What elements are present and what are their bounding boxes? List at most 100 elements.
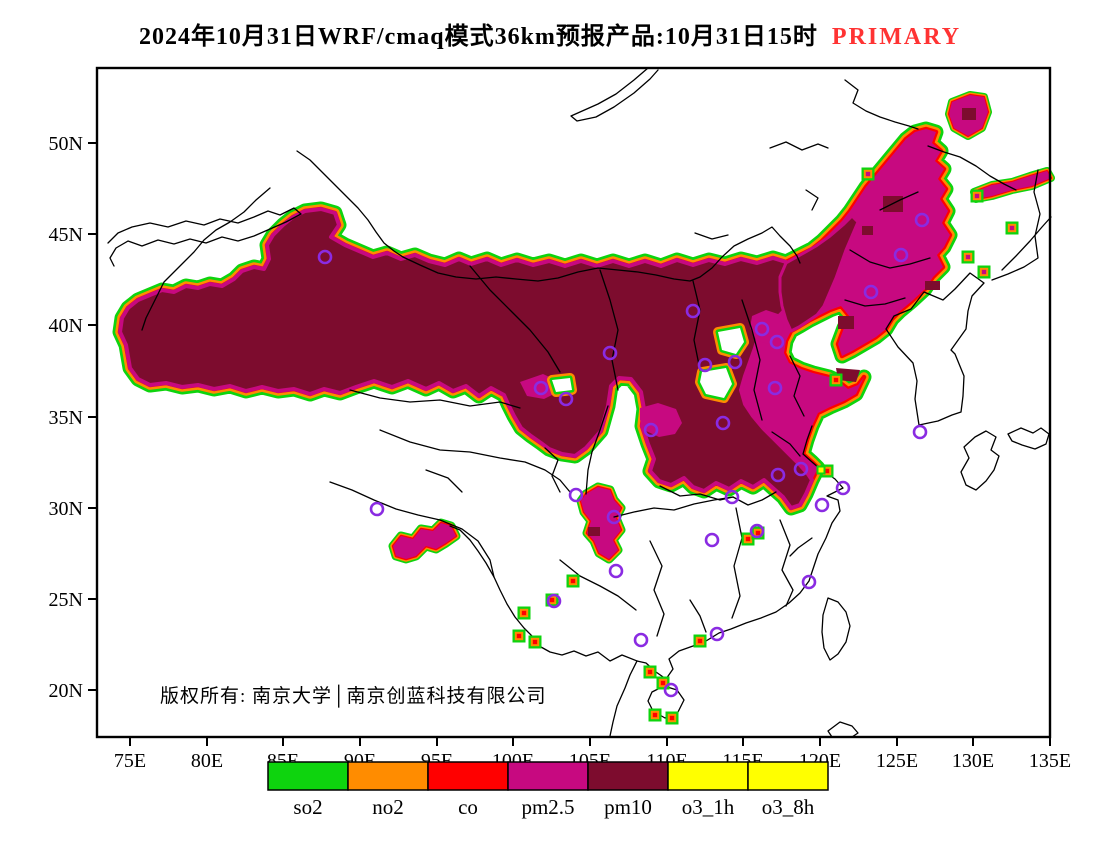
- spot-co: [697, 638, 703, 644]
- legend-swatch-pm2.5: [507, 761, 589, 791]
- legend-swatch-pm10: [587, 761, 669, 791]
- border-line: [141, 187, 271, 331]
- station-marker: [546, 593, 562, 609]
- pm10-patch: [588, 527, 600, 536]
- border-line: [689, 599, 707, 633]
- station-marker: [863, 284, 879, 300]
- border-line: [960, 430, 1000, 491]
- pm10-patch: [862, 226, 873, 235]
- basemap-borders-layer: [107, 67, 1052, 738]
- border-line: [329, 481, 495, 578]
- lon-tick-label: 75E: [114, 750, 146, 772]
- pm10-patch: [838, 316, 854, 329]
- legend-label-o3_1h: o3_1h: [682, 795, 735, 819]
- border-line: [879, 191, 919, 211]
- legend-swatch-o3_1h: [667, 761, 749, 791]
- legend-swatch-no2: [347, 761, 429, 791]
- lon-tick-label: 80E: [191, 750, 223, 772]
- border-line: [469, 265, 561, 373]
- spot-co: [833, 377, 839, 383]
- station-marker: [801, 574, 817, 590]
- border-line: [1007, 427, 1050, 450]
- spot-pm25: [865, 171, 871, 177]
- lon-tick-label: 135E: [1029, 750, 1071, 772]
- border-line: [694, 232, 729, 240]
- border-line: [349, 389, 521, 409]
- border-line: [779, 519, 794, 607]
- border-line: [991, 169, 1041, 281]
- station-marker: [769, 334, 785, 350]
- station-marker: [697, 357, 713, 373]
- border-line: [449, 525, 638, 662]
- lon-tick-label: 130E: [952, 750, 994, 772]
- station-marker: [633, 632, 649, 648]
- spot-pm25: [974, 193, 980, 199]
- sw-strip-pm25: [393, 523, 456, 559]
- station-marker: [663, 682, 679, 698]
- station-marker: [814, 497, 830, 513]
- page-title: 2024年10月31日WRF/cmaq模式36km预报产品:10月31日15时 P…: [0, 16, 1100, 51]
- station-marker: [643, 422, 659, 438]
- spot-co: [824, 468, 830, 474]
- border-line: [769, 141, 829, 151]
- spot-co: [755, 530, 761, 536]
- border-line: [296, 150, 404, 258]
- station-marker: [606, 509, 622, 525]
- border-line: [544, 447, 561, 493]
- spot-co: [516, 633, 522, 639]
- lat-tick-label: 25N: [49, 589, 83, 611]
- lanzhou-hole: [552, 378, 572, 392]
- spot-co: [745, 536, 751, 542]
- pollutant-field-layer: [112, 91, 1055, 564]
- station-marker: [608, 563, 624, 579]
- station-marker: [770, 467, 786, 483]
- border-line: [613, 496, 734, 518]
- border-line: [789, 355, 805, 417]
- border-line: [692, 280, 701, 371]
- station-marker: [704, 532, 720, 548]
- spot-o3: [818, 467, 824, 473]
- station-marker: [793, 461, 809, 477]
- legend-label-pm2.5: pm2.5: [521, 795, 574, 819]
- spot-co: [549, 597, 555, 603]
- border-line: [402, 226, 801, 282]
- lat-tick-label: 20N: [49, 680, 83, 702]
- lat-tick-label: 35N: [49, 407, 83, 429]
- border-line: [1001, 216, 1052, 271]
- border-line: [844, 297, 906, 307]
- station-marker: [369, 501, 385, 517]
- map-frame: [95, 66, 1052, 739]
- zhangjiakou-hole: [718, 328, 744, 354]
- border-line: [849, 249, 931, 269]
- station-marker: [912, 424, 928, 440]
- legend-label-no2: no2: [372, 795, 404, 819]
- station-marker: [533, 380, 549, 396]
- border-line: [599, 269, 619, 391]
- border-line: [789, 537, 813, 557]
- spot-co: [669, 715, 675, 721]
- legend-label-co: co: [458, 795, 478, 819]
- legend-label-pm10: pm10: [604, 795, 652, 819]
- legend-swatch-o3_8h: [747, 761, 829, 791]
- spot-pm25: [1009, 225, 1015, 231]
- station-marker: [893, 247, 909, 263]
- station-marker: [568, 487, 584, 503]
- spot-co: [521, 610, 527, 616]
- station-marker: [709, 626, 725, 642]
- lat-tick-label: 45N: [49, 224, 83, 246]
- station-marker: [558, 391, 574, 407]
- pm10-main: [118, 207, 814, 510]
- legend-swatch-co: [427, 761, 509, 791]
- border-line: [609, 660, 638, 737]
- border-line: [570, 67, 659, 122]
- ne-streak-pm25: [974, 171, 1051, 199]
- shanxi-hole: [700, 368, 732, 398]
- legend-layer: so2 no2 co pm2.5 pm10 o3_1h o3_8h: [267, 761, 829, 819]
- lat-tick-label: 30N: [49, 498, 83, 520]
- pollutant-spots-layer: [512, 167, 1019, 725]
- spot-co: [652, 712, 658, 718]
- spot-co: [532, 639, 538, 645]
- border-line: [927, 145, 1017, 191]
- border-line: [585, 405, 609, 495]
